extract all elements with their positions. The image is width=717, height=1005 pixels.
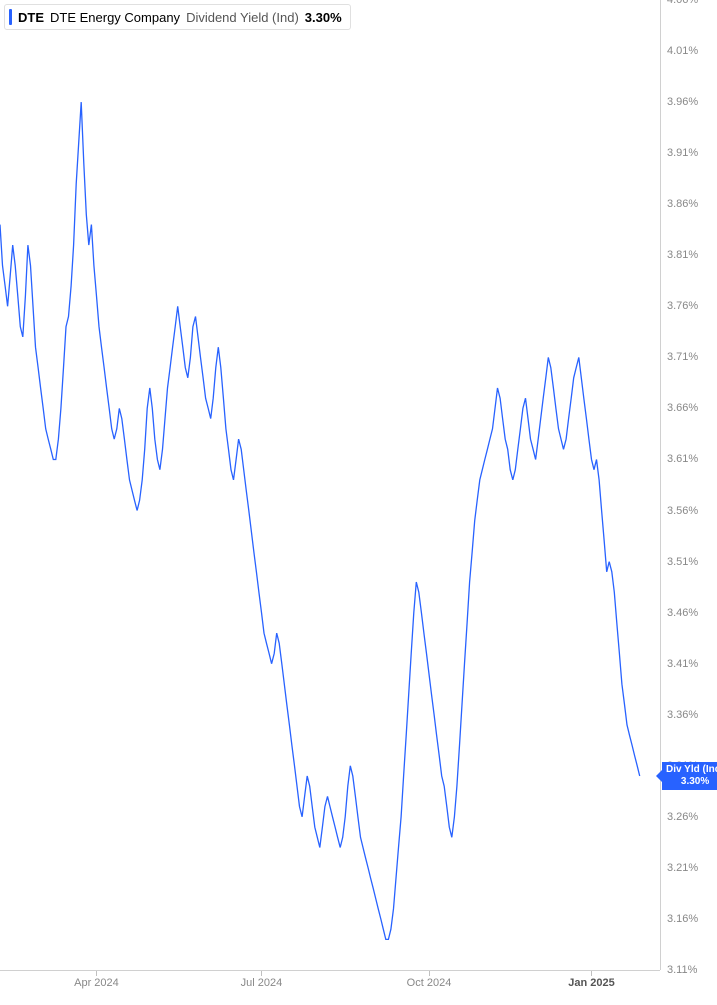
chart-plot-area[interactable]: [0, 0, 660, 970]
legend-value: 3.30%: [305, 10, 342, 25]
legend-color-bar: [9, 9, 12, 25]
y-tick-label: 3.46%: [667, 607, 698, 619]
x-tick-label: Apr 2024: [74, 977, 119, 989]
y-tick-label: 3.56%: [667, 505, 698, 517]
y-axis: 3.11%3.16%3.21%3.26%3.31%3.36%3.41%3.46%…: [660, 0, 717, 970]
legend-company: DTE Energy Company: [50, 10, 180, 25]
x-tick-label: Oct 2024: [407, 977, 452, 989]
legend-box: DTE DTE Energy Company Dividend Yield (I…: [4, 4, 351, 30]
y-tick-label: 3.26%: [667, 811, 698, 823]
y-tick-label: 3.16%: [667, 913, 698, 925]
y-tick-label: 3.41%: [667, 658, 698, 670]
y-tick-label: 3.11%: [667, 964, 697, 976]
y-tick-label: 3.21%: [667, 862, 698, 874]
x-tick: [429, 971, 430, 976]
legend-ticker: DTE: [18, 10, 44, 25]
x-tick-label: Jan 2025: [568, 977, 614, 989]
y-tick-label: 3.91%: [667, 147, 698, 159]
y-tick-label: 3.86%: [667, 198, 698, 210]
y-tick-label: 3.76%: [667, 300, 698, 312]
x-tick: [96, 971, 97, 976]
y-tick-label: 4.06%: [667, 0, 698, 6]
current-value-flag: Div Yld (Ind) 3.30%: [662, 762, 717, 790]
y-tick-label: 3.96%: [667, 96, 698, 108]
x-axis: Apr 2024 Jul 2024 Oct 2024 Jan 2025: [0, 970, 660, 1005]
x-tick-label: Jul 2024: [241, 977, 283, 989]
dividend-yield-line: [0, 102, 640, 939]
legend-metric: Dividend Yield (Ind): [186, 10, 299, 25]
y-tick-label: 4.01%: [667, 45, 698, 57]
y-tick-label: 3.36%: [667, 709, 698, 721]
y-tick-label: 3.61%: [667, 453, 698, 465]
flag-value: 3.30%: [666, 776, 717, 788]
line-chart-svg: [0, 0, 660, 970]
y-tick-label: 3.66%: [667, 402, 698, 414]
x-tick: [261, 971, 262, 976]
y-tick-label: 3.81%: [667, 249, 698, 261]
flag-title: Div Yld (Ind): [666, 764, 717, 776]
y-tick-label: 3.51%: [667, 556, 698, 568]
x-tick: [591, 971, 592, 976]
y-tick-label: 3.71%: [667, 351, 698, 363]
